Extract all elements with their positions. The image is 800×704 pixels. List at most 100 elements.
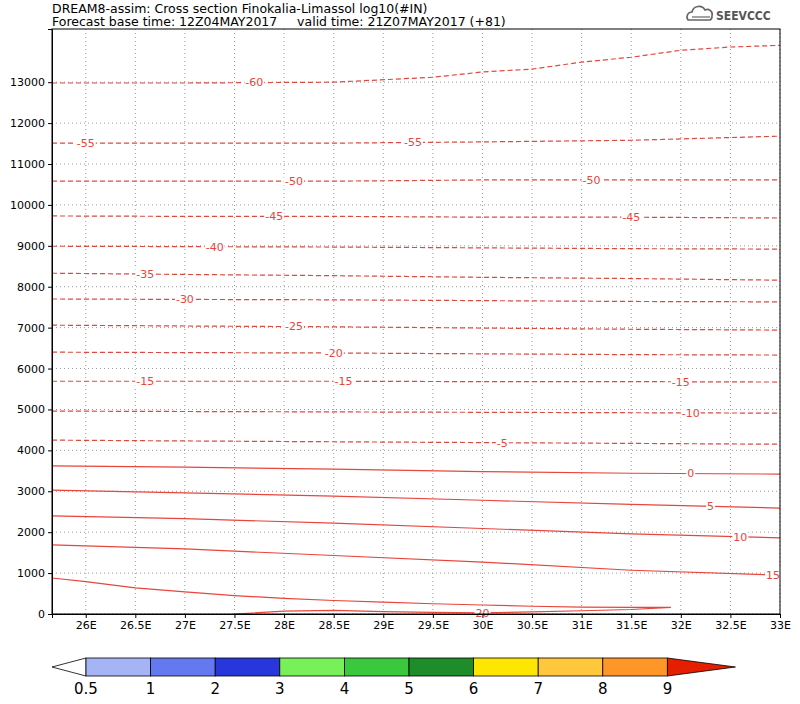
- y-grid-line: [52, 286, 780, 287]
- contour-line: [52, 490, 780, 508]
- contour-line: [52, 45, 780, 83]
- contour-line: [52, 246, 780, 249]
- contour-label: -20: [324, 347, 344, 360]
- x-tick-label: 30.5E: [517, 619, 548, 632]
- contour-label-bg: [76, 137, 96, 150]
- x-grid-line: [482, 29, 483, 614]
- y-tick: 2000: [17, 526, 52, 539]
- plot-frame: [52, 29, 780, 614]
- x-tick: 29.5E: [418, 614, 449, 632]
- contour-label-text: -30: [176, 293, 194, 306]
- x-tick: 31E: [572, 614, 593, 632]
- x-tick: 33E: [770, 614, 791, 632]
- x-tick: 30.5E: [517, 614, 548, 632]
- chart-svg: DREAM8-assim: Cross section Finokalia-Li…: [0, 0, 800, 704]
- colorbar-bin: [474, 658, 539, 676]
- colorbar-bin: [538, 658, 603, 676]
- y-tick-mark: [48, 532, 52, 533]
- x-grid-line: [631, 29, 632, 614]
- contour-label: 20: [474, 607, 490, 620]
- x-tick-label: 32E: [671, 619, 692, 632]
- y-tick-label: 3000: [17, 485, 45, 498]
- contour-line: [52, 411, 780, 413]
- y-tick-mark: [48, 82, 52, 83]
- colorbar-label: 9: [663, 680, 673, 698]
- x-tick-label: 31.5E: [616, 619, 647, 632]
- x-tick-label: 31E: [572, 619, 593, 632]
- colorbar-label: 6: [469, 680, 479, 698]
- y-tick-mark: [48, 369, 52, 370]
- y-tick-mark: [48, 287, 52, 288]
- colorbar-bin: [344, 658, 409, 676]
- contour-label-text: -55: [404, 136, 422, 149]
- y-tick-label: 11000: [10, 158, 45, 171]
- y-tick: 13000: [10, 76, 52, 89]
- logo-icon: [687, 6, 712, 20]
- contour-label-bg: [681, 407, 701, 420]
- contour-label: -50: [284, 175, 304, 188]
- contour-label: -5: [496, 437, 509, 450]
- y-grid-line: [52, 82, 780, 83]
- contour-label-bg: [474, 607, 490, 620]
- y-tick-mark: [48, 491, 52, 492]
- logo-icon-line: [692, 16, 710, 17]
- colorbar-bin: [86, 658, 151, 676]
- y-tick-mark: [48, 246, 52, 247]
- contour-line: [52, 273, 780, 280]
- colorbar-bin: [409, 658, 474, 676]
- contour-label-bg: [732, 531, 748, 544]
- x-tick-label: 30E: [472, 619, 493, 632]
- x-tick-mark: [433, 614, 434, 618]
- contour-label-bg: [244, 76, 264, 89]
- x-tick: 27E: [175, 614, 196, 632]
- y-grid-line: [52, 450, 780, 451]
- y-tick-mark: [48, 614, 52, 615]
- x-tick-mark: [86, 614, 87, 618]
- y-tick-mark: [48, 409, 52, 410]
- contour-line: [52, 299, 780, 302]
- x-tick: 27.5E: [219, 614, 250, 632]
- contour-label-text: -50: [583, 174, 601, 187]
- contour-label: -30: [175, 293, 195, 306]
- y-tick-label: 12000: [10, 117, 45, 130]
- colorbar-label: 1: [146, 680, 156, 698]
- colorbar-label: 4: [340, 680, 350, 698]
- contour-label: 10: [732, 531, 748, 544]
- y-tick-mark: [48, 328, 52, 329]
- x-tick-mark: [334, 614, 335, 618]
- contour-line: [52, 578, 671, 614]
- x-tick: 26E: [76, 614, 97, 632]
- x-tick-label: 33E: [770, 619, 791, 632]
- x-tick-label: 32.5E: [715, 619, 746, 632]
- x-tick-mark: [582, 614, 583, 618]
- y-tick: 7000: [17, 322, 52, 335]
- x-tick: 32E: [671, 614, 692, 632]
- x-tick-mark: [482, 614, 483, 618]
- x-grid-line: [135, 29, 136, 614]
- colorbar-label: 5: [404, 680, 414, 698]
- x-tick-label: 28.5E: [318, 619, 349, 632]
- y-tick-mark: [48, 164, 52, 165]
- y-tick: 8000: [17, 281, 52, 294]
- x-tick: 29E: [373, 614, 394, 632]
- grid: [52, 29, 780, 614]
- x-grid-line: [730, 29, 731, 614]
- contour-label-text: -10: [682, 407, 700, 420]
- contour-label: -15: [334, 375, 354, 388]
- x-tick-mark: [185, 614, 186, 618]
- contour-line: [52, 545, 780, 575]
- contour-label-text: 5: [707, 500, 714, 513]
- x-tick-label: 29E: [373, 619, 394, 632]
- x-tick-mark: [234, 614, 235, 618]
- contour-line: [52, 216, 780, 218]
- x-tick: 28E: [274, 614, 295, 632]
- x-grid-line: [234, 29, 235, 614]
- contour-line: [52, 325, 780, 330]
- contour-label-bg: [264, 210, 284, 223]
- y-tick-mark: [48, 123, 52, 124]
- contour-label: -15: [135, 375, 155, 388]
- contour-labels: -60-55-55-50-50-45-45-40-35-30-25-20-15-…: [76, 76, 781, 619]
- y-tick: 3000: [17, 485, 52, 498]
- contour-label: -55: [76, 137, 96, 150]
- x-grid-line: [532, 29, 533, 614]
